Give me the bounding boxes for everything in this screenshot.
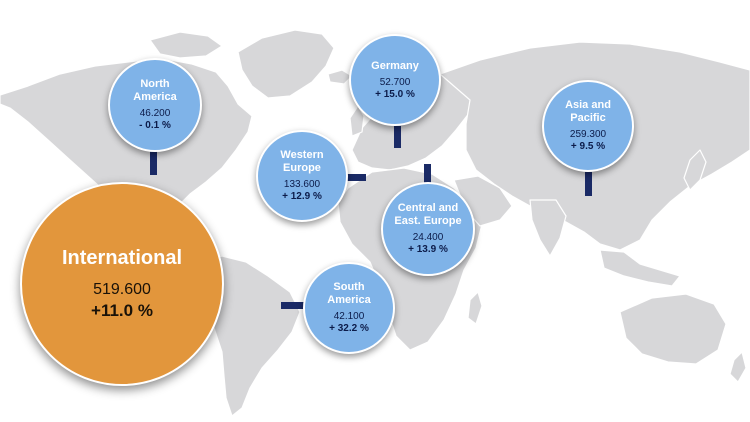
region-value: 46.200 [139, 108, 171, 119]
new-zealand-landmass [729, 351, 747, 383]
region-bubble-south-america: South America 42.100 + 32.2 % [303, 262, 395, 354]
total-value: 519.600 [93, 280, 151, 298]
region-bubble-north-america: North America 46.200 - 0.1 % [108, 58, 202, 152]
region-change: + 9.5 % [570, 141, 606, 152]
region-bubble-asia-pacific: Asia and Pacific 259.300 + 9.5 % [542, 80, 634, 172]
region-name: Germany [371, 59, 419, 72]
arctic-islands-landmass [149, 31, 223, 59]
region-name: Central and East. Europe [394, 202, 462, 227]
region-name: Western Europe [280, 149, 324, 174]
region-change: + 13.9 % [408, 244, 448, 255]
madagascar-landmass [467, 291, 483, 325]
iceland-landmass [327, 69, 353, 85]
connector-central-east-europe [424, 164, 431, 186]
japan-landmass [683, 149, 707, 191]
region-value: 24.400 [412, 232, 444, 243]
region-bubble-germany: Germany 52.700 + 15.0 % [349, 34, 441, 126]
connector-south-america [281, 302, 305, 309]
total-change: +11.0 % [91, 300, 153, 320]
southeast-asia-landmass [599, 249, 681, 287]
region-bubble-central-east-europe: Central and East. Europe 24.400 + 13.9 % [381, 182, 475, 276]
region-value: 259.300 [569, 129, 607, 140]
region-change: + 15.0 % [375, 88, 415, 100]
india-landmass [529, 199, 567, 257]
total-label: International [61, 246, 182, 269]
greenland-landmass [237, 29, 335, 99]
region-value: 52.700 [379, 76, 411, 88]
region-bubble-western-europe: Western Europe 133.600 + 12.9 % [256, 130, 348, 222]
connector-western-europe [346, 174, 366, 181]
region-value: 42.100 [333, 311, 365, 322]
connector-north-america [150, 148, 157, 175]
region-name: Asia and Pacific [565, 99, 611, 124]
region-name: South America [327, 281, 371, 306]
region-change: + 32.2 % [329, 323, 369, 334]
region-value: 133.600 [283, 179, 321, 190]
total-bubble-international: International 519.600 +11.0 % [20, 182, 224, 386]
region-change: - 0.1 % [139, 120, 171, 131]
connector-asia-pacific [585, 172, 592, 196]
uk-landmass [349, 105, 365, 137]
region-change: + 12.9 % [282, 191, 322, 202]
connector-germany [394, 126, 401, 148]
region-name: North America [133, 78, 177, 103]
australia-landmass [619, 293, 727, 365]
